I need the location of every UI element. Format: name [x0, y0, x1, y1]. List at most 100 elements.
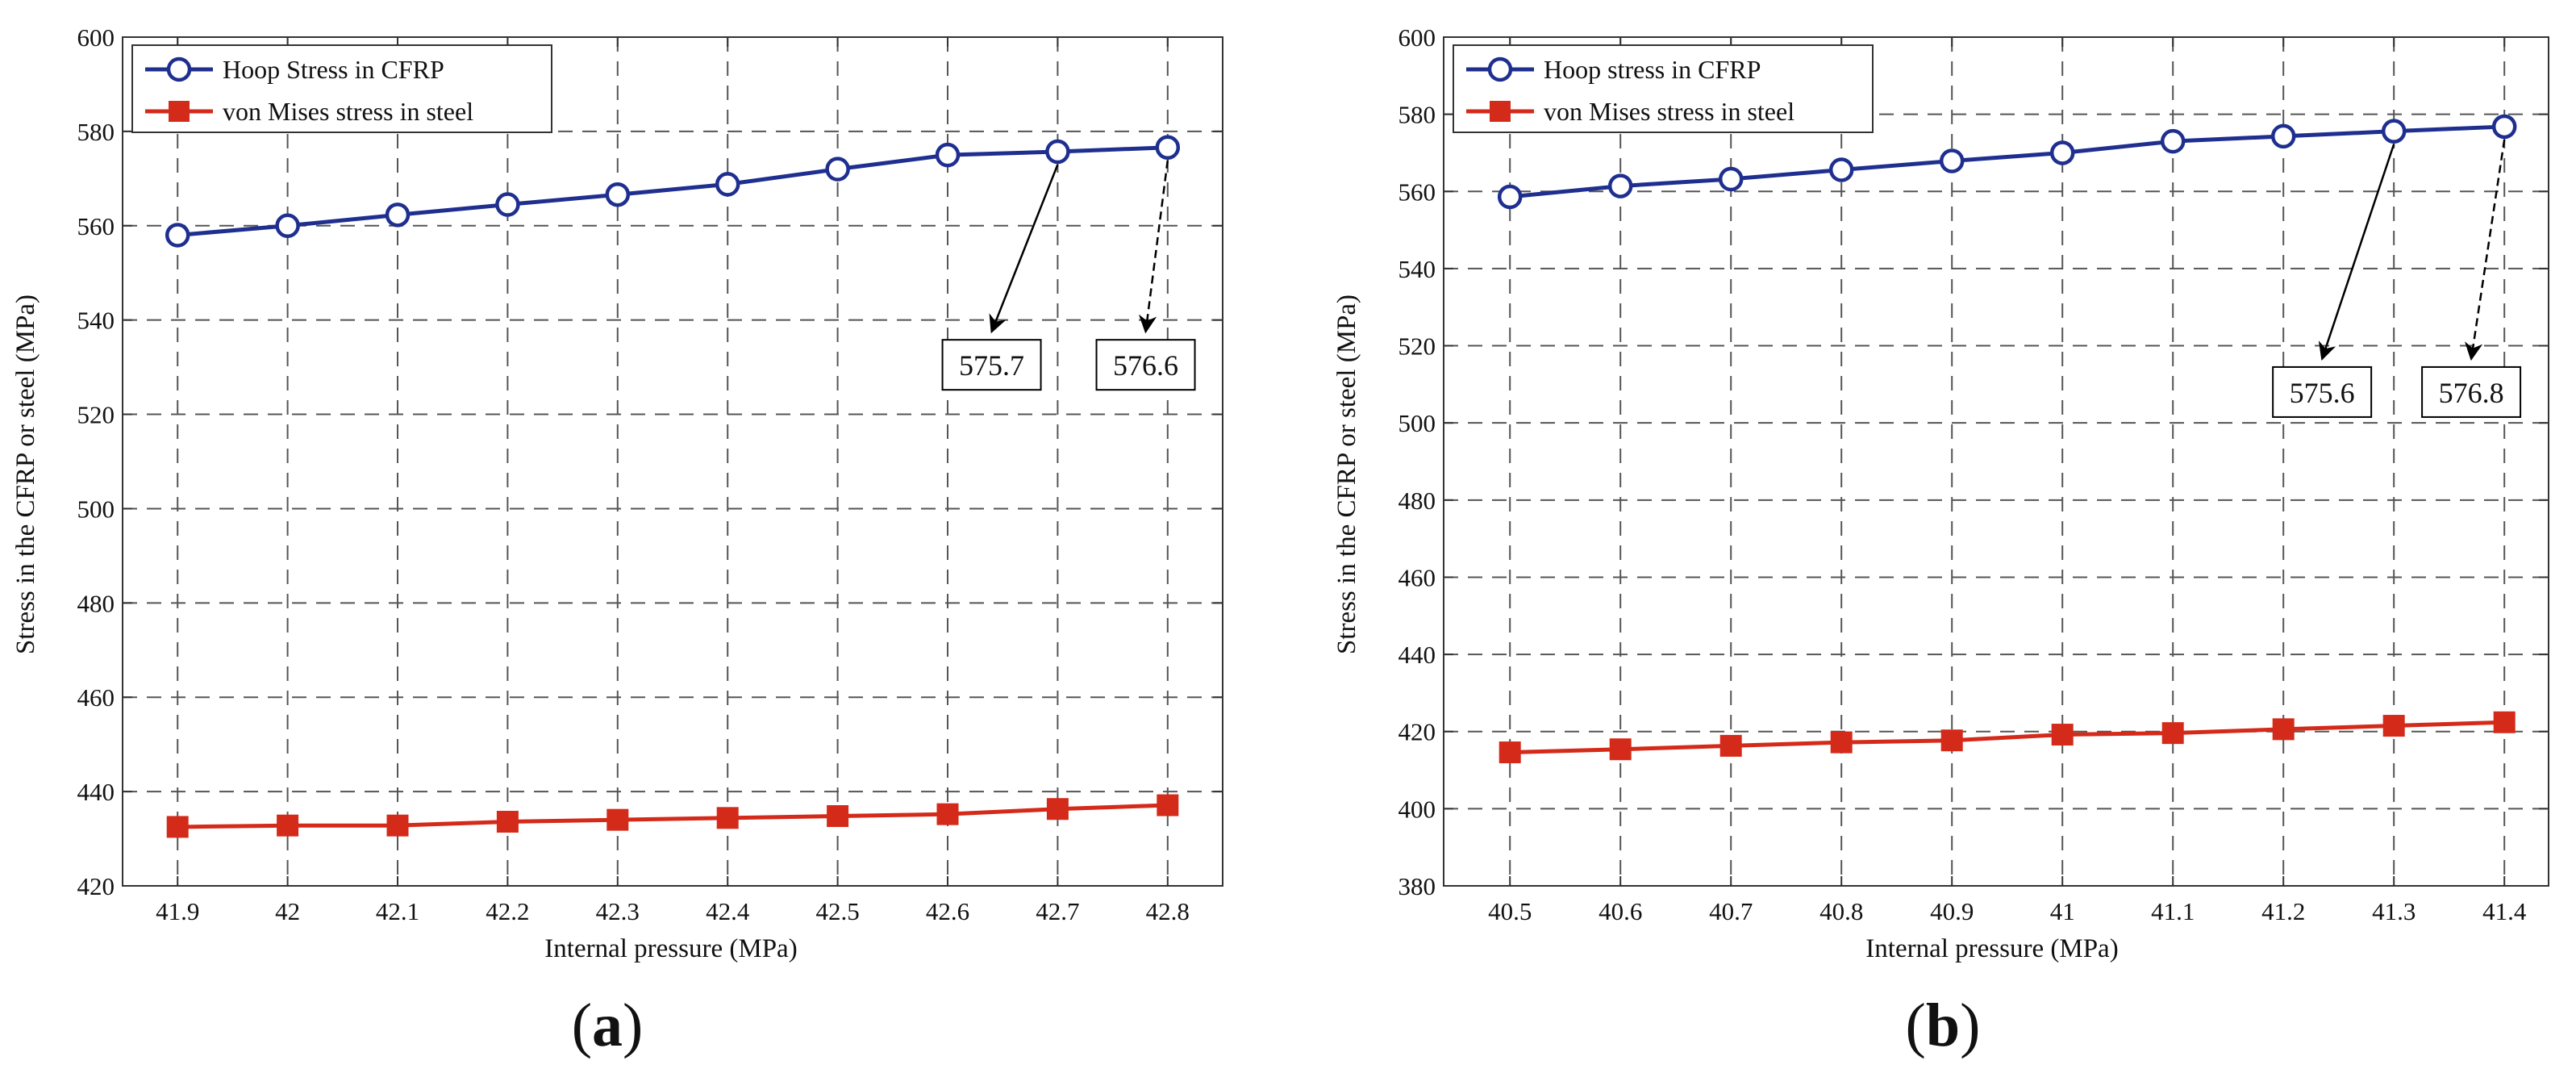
legend-box [1453, 44, 1874, 133]
x-axis-label-b: Internal pressure (MPa) [1865, 934, 2118, 963]
y-tick-label: 480 [1398, 486, 1436, 515]
series-hoop-stress-a [165, 135, 1181, 248]
data-point [2493, 711, 2516, 733]
y-tick-label: 440 [1398, 641, 1436, 669]
x-tick-label: 40.6 [1599, 897, 1642, 925]
data-point [2160, 128, 2186, 154]
data-point [1828, 157, 1854, 182]
data-point [2272, 718, 2295, 741]
data-point [1497, 184, 1523, 210]
data-point [716, 807, 739, 829]
data-point [166, 816, 189, 838]
legend-label: Hoop stress in CFRP [1544, 55, 1761, 84]
callout-arrow [1138, 160, 1169, 334]
callout-575-6: 575.6 [2272, 144, 2395, 418]
y-tick-label: 580 [77, 118, 115, 146]
data-point [825, 157, 850, 182]
series-line [177, 803, 1168, 829]
y-tick-label: 540 [1398, 255, 1436, 283]
data-point [2161, 722, 2184, 745]
chart-panel-b: Stress in the CFRP or steel (MPa) Intern… [1332, 23, 2549, 1059]
legend-b: Hoop stress in CFRP von Mises stress in s… [1453, 44, 1874, 133]
series-von-mises-a [166, 794, 1179, 838]
data-point [496, 811, 519, 833]
plot-frame-b [1443, 36, 2549, 887]
y-tick-label: 560 [77, 212, 115, 240]
legend-marker [166, 56, 192, 82]
data-point [2051, 724, 2074, 746]
data-point [1607, 173, 1633, 198]
grid-b [1444, 36, 2549, 887]
data-point [1046, 798, 1069, 821]
x-tick-label: 41.1 [2151, 897, 2195, 925]
panel-label-b: (b) [1906, 992, 1981, 1059]
x-tick-label: 42.1 [376, 897, 419, 925]
data-point [1045, 139, 1070, 165]
series-line [1510, 720, 2505, 755]
data-point [935, 142, 961, 168]
y-axis-label-a: Stress in the CFRP or steel (MPa) [11, 294, 40, 654]
y-tick-label: 400 [1398, 795, 1436, 823]
legend-marker [1487, 56, 1513, 82]
x-tick-label: 42.4 [706, 897, 750, 925]
legend-label: von Mises stress in steel [1544, 97, 1794, 126]
x-axis-label-a: Internal pressure (MPa) [544, 934, 797, 963]
callout-box [2272, 365, 2373, 418]
callout-576-6: 576.6 [1095, 160, 1196, 391]
callout-576-8: 576.8 [2421, 139, 2522, 418]
data-point [1939, 148, 1965, 173]
legend-marker [169, 101, 190, 122]
x-tick-label: 42.2 [486, 897, 529, 925]
data-point [605, 182, 631, 207]
y-tick-label: 580 [1398, 101, 1436, 129]
y-tick-label: 500 [1398, 409, 1436, 437]
x-tick-label: 40.7 [1709, 897, 1753, 925]
data-point [1718, 166, 1744, 192]
panel-label-a: (a) [572, 992, 644, 1059]
y-tick-label: 460 [77, 683, 115, 712]
x-tick-label: 42.8 [1146, 897, 1190, 925]
x-tick-label: 42.5 [815, 897, 859, 925]
y-tick-label: 600 [1398, 23, 1436, 52]
data-point [2049, 140, 2075, 165]
data-point [715, 172, 740, 197]
data-point [1498, 741, 1521, 764]
y-tick-label: 500 [77, 495, 115, 523]
plot-area-a [123, 37, 1223, 886]
data-point [277, 814, 299, 837]
x-tick-label: 41.9 [156, 897, 199, 925]
y-tick-label: 440 [77, 778, 115, 806]
data-point [385, 203, 411, 228]
data-point [827, 805, 849, 828]
callout-label: 576.6 [1113, 349, 1178, 382]
data-point [2382, 715, 2405, 737]
x-tick-label: 40.9 [1930, 897, 1974, 925]
y-tick-label: 480 [77, 589, 115, 617]
y-axis-label-b: Stress in the CFRP or steel (MPa) [1332, 294, 1361, 654]
x-tick-label: 42.3 [596, 897, 640, 925]
x-tick-label: 40.8 [1819, 897, 1863, 925]
y-tick-label: 420 [1398, 718, 1436, 746]
callout-label: 576.8 [2439, 377, 2504, 409]
data-point [1719, 734, 1742, 757]
y-tick-label: 520 [77, 401, 115, 429]
legend-marker [1490, 101, 1511, 122]
data-point [2381, 119, 2407, 144]
series-hoop-stress-b [1497, 114, 2517, 210]
x-tick-label: 42 [275, 897, 300, 925]
data-point [606, 808, 629, 831]
y-tick-label: 520 [1398, 332, 1436, 361]
chart-panel-a: Stress in the CFRP or steel (MPa) Intern… [11, 23, 1223, 1059]
series-line [1509, 124, 2505, 199]
plot-frame-a [122, 36, 1223, 887]
data-point [936, 803, 959, 825]
callout-label: 575.7 [959, 349, 1024, 382]
callout-arrow [989, 164, 1059, 334]
data-point [2491, 114, 2517, 140]
y-tick-label: 380 [1398, 872, 1436, 900]
legend-box [131, 44, 552, 133]
callout-arrow [2318, 144, 2395, 361]
y-tick-label: 600 [77, 23, 115, 52]
y-tick-label: 460 [1398, 563, 1436, 591]
x-tick-label: 41.4 [2482, 897, 2527, 925]
